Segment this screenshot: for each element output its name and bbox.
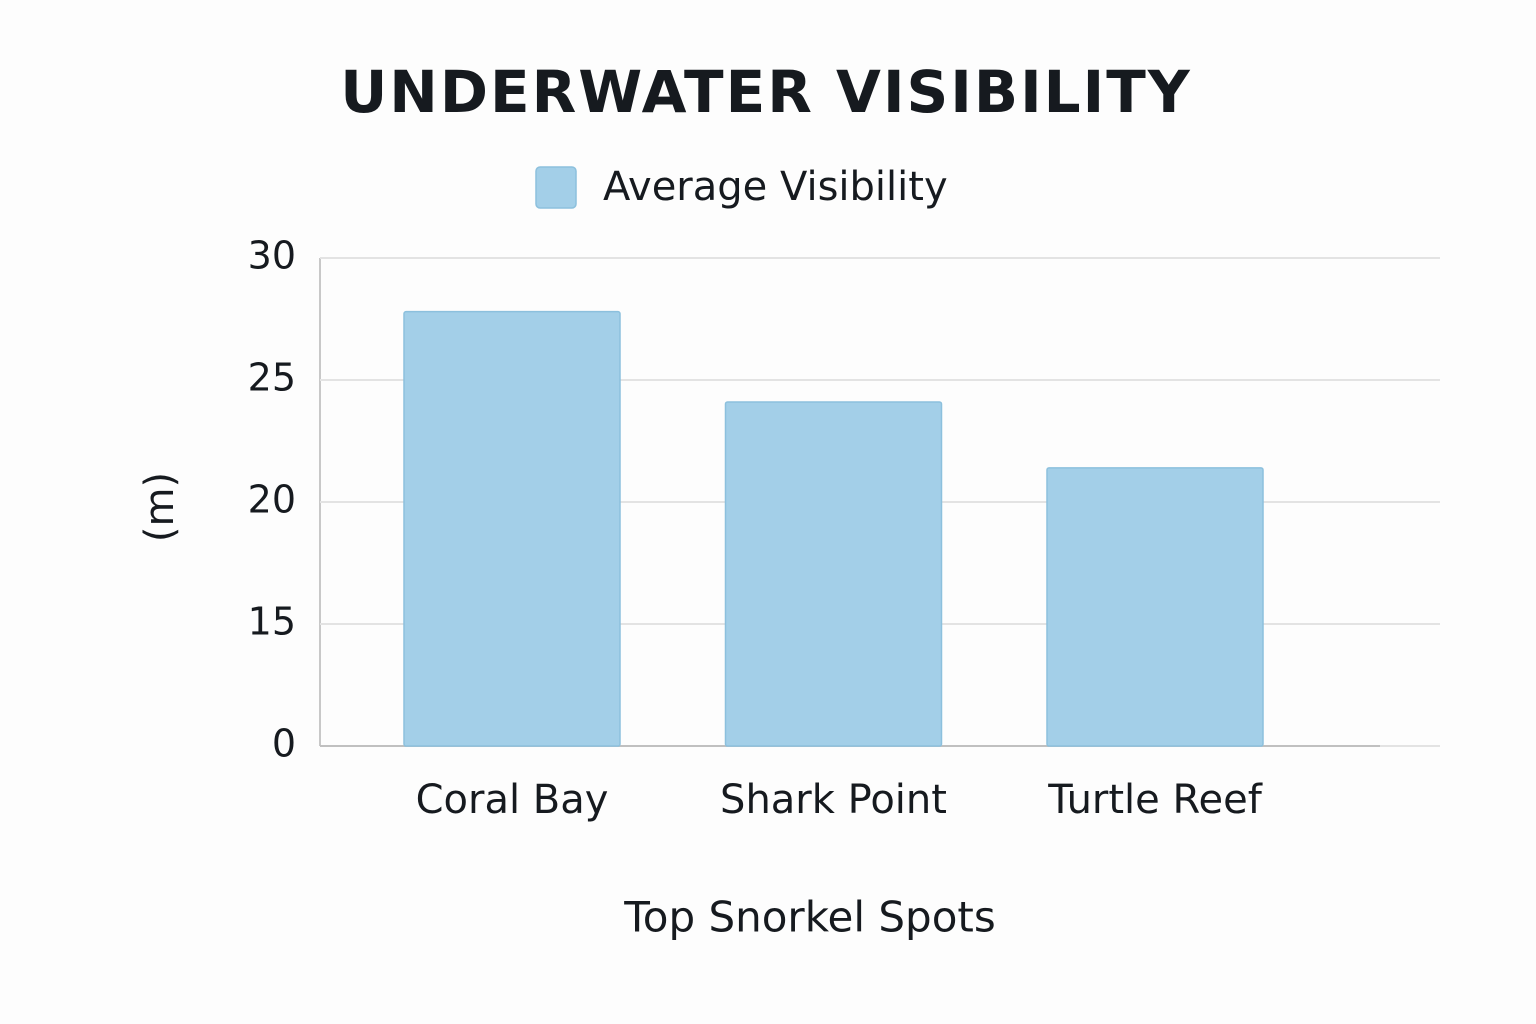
legend-swatch [535,166,577,209]
x-tick-label: Shark Point [720,777,947,823]
y-tick-label: 15 [248,600,296,644]
legend-label: Average Visibility [603,164,948,210]
y-tick-label: 30 [248,234,296,278]
bar [1046,467,1264,747]
chart-title: UNDERWATER VISIBILITY [340,58,1192,126]
x-tick-label: Coral Bay [416,777,609,823]
bar [403,310,621,747]
bar [724,401,943,747]
y-axis-title: (m) [137,472,183,542]
y-tick-label: 0 [272,722,296,766]
y-tick-label: 25 [248,356,296,400]
x-axis-title: Top Snorkel Spots [623,893,996,942]
y-tick-label: 20 [248,478,296,522]
x-tick-label: Turtle Reef [1047,777,1262,823]
